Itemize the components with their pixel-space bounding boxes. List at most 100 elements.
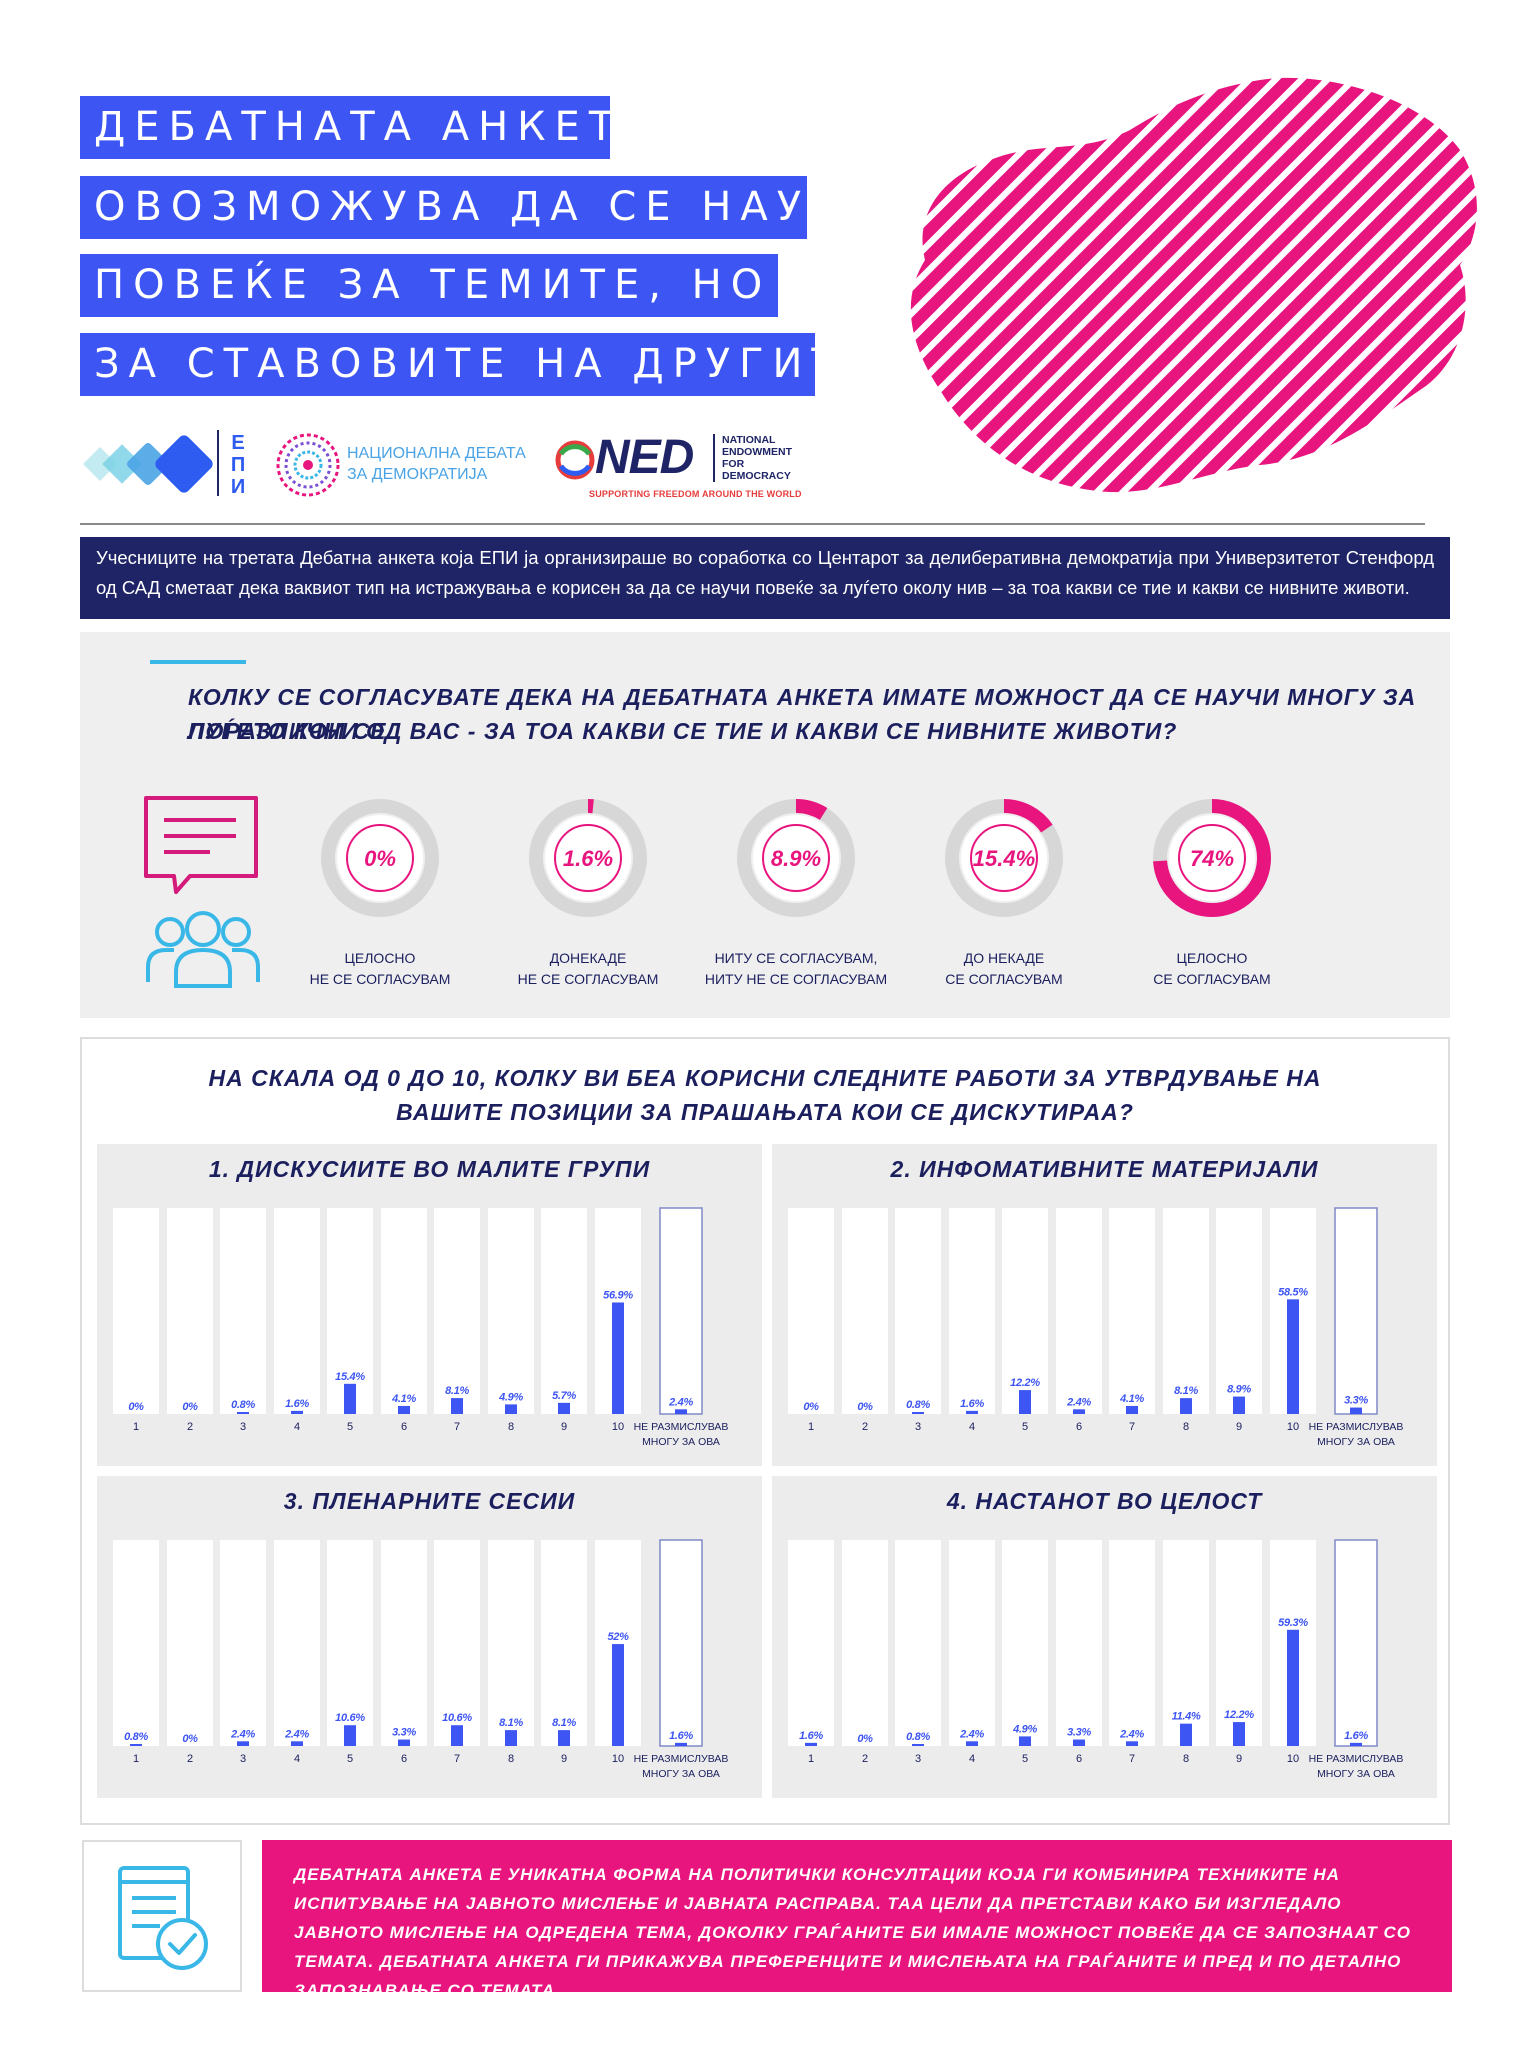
bar-value-label: 0.8% (231, 1399, 255, 1411)
bar-column (541, 1540, 587, 1746)
bar-column-unsure (1334, 1207, 1378, 1415)
bar-column (488, 1540, 534, 1746)
bar-value-label: 1.6% (1344, 1730, 1368, 1742)
bar-column (1163, 1208, 1209, 1414)
bar-value-label: 59.3% (1278, 1617, 1308, 1629)
bar-category-label: 4 (969, 1753, 975, 1765)
bar (237, 1741, 249, 1746)
bar (558, 1402, 570, 1414)
accent-line (150, 660, 246, 664)
bar-category-label: 9 (1236, 1421, 1242, 1433)
bar-value-label: 0% (803, 1401, 819, 1413)
chart-title-1: 1. ДИСКУСИИТЕ ВО МАЛИТЕ ГРУПИ (208, 1156, 651, 1182)
bar-category-label: 7 (454, 1753, 460, 1765)
bar (505, 1404, 517, 1414)
country-map-graphic (900, 60, 1477, 510)
bar-value-label: 8.1% (552, 1717, 576, 1729)
bar-category-label: 6 (401, 1421, 407, 1433)
map-stripe (1154, 77, 1477, 493)
bar-column (327, 1540, 373, 1746)
bar-category-label: 5 (1022, 1753, 1028, 1765)
bar-category-label: 3 (915, 1421, 921, 1433)
map-stripe (910, 77, 1220, 493)
debate-logo-line1: НАЦИОНАЛНА ДЕБАТА (347, 445, 526, 462)
donut-category-label: ЦЕЛОСНО НЕ СЕ СОГЛАСУВАМ (309, 950, 451, 987)
map-stripe (910, 77, 1298, 493)
bar-value-label: 12.2% (1224, 1709, 1254, 1721)
bar-value-label: 2.4% (1119, 1728, 1144, 1740)
bar (1287, 1299, 1299, 1414)
bar (291, 1741, 303, 1746)
donut-value-label: 1.6% (563, 846, 613, 871)
donut-inner-ring (762, 824, 830, 892)
bar-column (113, 1208, 159, 1414)
bar-column (1109, 1540, 1155, 1746)
ned-divider (713, 434, 715, 482)
bar-column (842, 1540, 888, 1746)
ned-full-2: ENDOWMENT (722, 446, 792, 458)
agreement-donuts: 0% 1.6% 8.9% 15.4% 74% (321, 799, 1271, 917)
bar-category-label: 7 (454, 1421, 460, 1433)
bar-column (274, 1540, 320, 1746)
map-stripe (910, 77, 1350, 493)
bar-chart-1: 0% 1 0% 2 0.8% 3 1.6% 4 15.4% 5 4.1% 6 8.1% 7 4.9% 8 5.7… (113, 1207, 728, 1448)
document-check-icon (118, 1866, 208, 1970)
q1-question-line1: КОЛКУ СЕ СОГЛАСУВАТЕ ДЕКА НА ДЕБАТНАТА А… (188, 684, 1417, 744)
bar-column (541, 1208, 587, 1414)
bar-category-label: 1 (133, 1421, 139, 1433)
bar-category-label: 7 (1129, 1753, 1135, 1765)
ned-globe-icon (555, 440, 595, 480)
donut-category-label: ДО НЕКАДЕ СЕ СОГЛАСУВАМ (945, 950, 1063, 987)
bar-category-label: МНОГУ ЗА ОВА (1317, 1768, 1395, 1780)
bar (291, 1410, 303, 1414)
bar (1287, 1629, 1299, 1746)
bar (1350, 1742, 1362, 1746)
bar (1073, 1739, 1085, 1746)
bar-category-label: 8 (508, 1753, 514, 1765)
donut-category-label: НИТУ СЕ СОГЛАСУВАМ, НИТУ НЕ СЕ СОГЛАСУВАМ (704, 950, 888, 987)
bar-value-label: 4.9% (1012, 1723, 1037, 1735)
bar-chart-3: 0.8% 1 0% 2 2.4% 3 2.4% 4 10.6% 5 3.3% 6 10.6% 7 8.1% 8… (113, 1539, 728, 1780)
q2-question-line1: НА СКАЛА ОД 0 ДО 10, КОЛКУ ВИ БЕА КОРИСН… (208, 1065, 1322, 1091)
epi-logo-text: ЕПИ (230, 432, 246, 498)
bar-category-label: 3 (915, 1753, 921, 1765)
bar-column (1216, 1540, 1262, 1746)
bar-category-label: 6 (401, 1753, 407, 1765)
bar-value-label: 0% (857, 1733, 873, 1745)
bar (966, 1410, 978, 1414)
bar-category-label: 9 (1236, 1753, 1242, 1765)
donut-value-arc (529, 799, 647, 917)
donut-value-label: 15.4% (973, 846, 1035, 871)
bar-column (1002, 1208, 1048, 1414)
bar (1126, 1405, 1138, 1414)
document-icon-box (82, 1840, 242, 1992)
ned-full-4: DEMOCRACY (722, 470, 791, 482)
bar (805, 1742, 817, 1746)
bar-column (381, 1208, 427, 1414)
map-stripe (1466, 77, 1477, 493)
bar-category-label: 2 (862, 1753, 868, 1765)
donut-value-arc (945, 799, 1063, 917)
bar-value-label: 0% (182, 1401, 198, 1413)
donut-value-arc (1153, 799, 1271, 917)
bar-value-label: 8.1% (445, 1385, 469, 1397)
bar-value-label: 10.6% (442, 1712, 472, 1724)
bar-category-label: 1 (808, 1753, 814, 1765)
bar (558, 1730, 570, 1746)
bar-column (381, 1540, 427, 1746)
bar-column (1216, 1208, 1262, 1414)
bar (1019, 1390, 1031, 1414)
bar-value-label: 0% (128, 1401, 144, 1413)
bar-value-label: 4.1% (1119, 1393, 1144, 1405)
bar (1019, 1736, 1031, 1746)
bar-value-label: 0% (182, 1733, 198, 1745)
bar-value-label: 8.1% (1174, 1385, 1198, 1397)
bar-category-label: 6 (1076, 1753, 1082, 1765)
bar (1126, 1741, 1138, 1746)
chart-title-4: 4. НАСТАНОТ ВО ЦЕЛОСТ (946, 1488, 1263, 1514)
donut-inner-ring (554, 824, 622, 892)
chart-panel-2: 2. ИНФОМАТИВНИТЕ МАТЕРИЈАЛИ 0% 1 0% 2 0.8% 3 1… (772, 1144, 1437, 1466)
bar (398, 1405, 410, 1414)
bar-value-label: 2.4% (668, 1396, 693, 1408)
map-stripe (900, 60, 902, 510)
